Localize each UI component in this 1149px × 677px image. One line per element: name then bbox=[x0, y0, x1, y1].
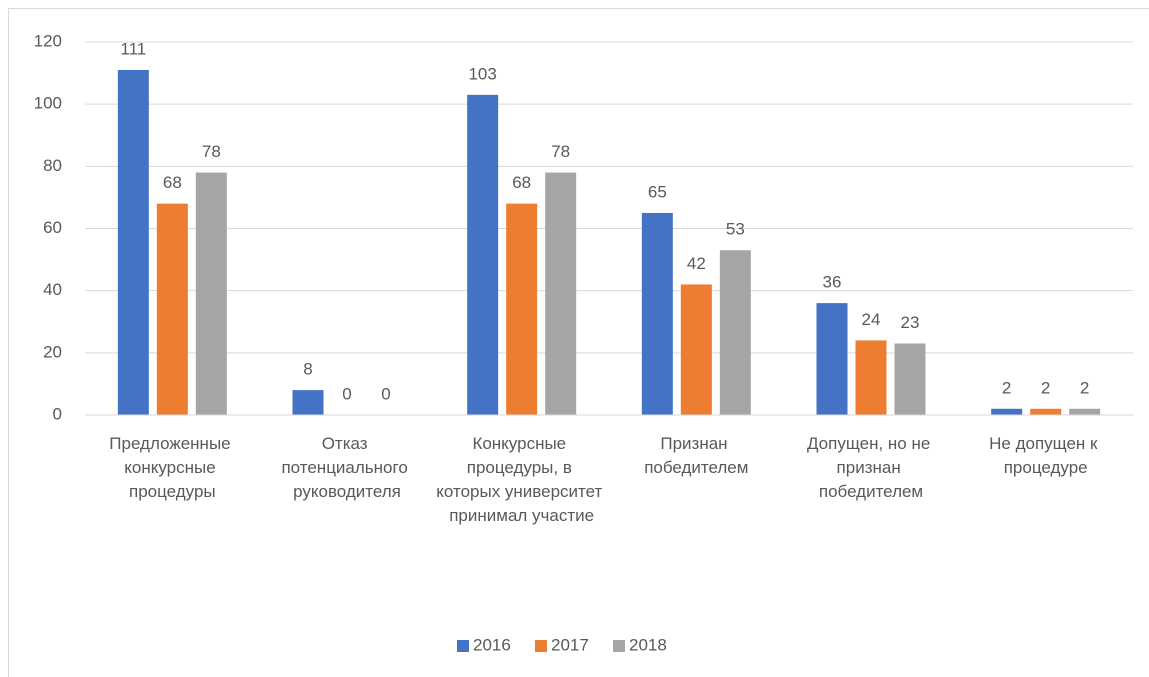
value-label: 0 bbox=[342, 384, 351, 403]
bar bbox=[467, 94, 499, 415]
bar bbox=[545, 172, 577, 415]
x-tick-label: Отказ потенциального руководителя bbox=[281, 434, 412, 501]
legend-swatch bbox=[613, 640, 625, 652]
value-label: 65 bbox=[648, 182, 667, 201]
legend-label: 2017 bbox=[551, 635, 589, 654]
bar bbox=[816, 303, 848, 415]
x-tick-label: Признан победителем bbox=[644, 434, 748, 477]
bar bbox=[1069, 408, 1101, 415]
value-label: 2 bbox=[1002, 378, 1011, 397]
value-label: 0 bbox=[381, 384, 390, 403]
y-tick-label: 60 bbox=[43, 218, 62, 237]
chart-frame bbox=[8, 8, 1149, 677]
value-label: 78 bbox=[202, 142, 221, 161]
bar bbox=[292, 390, 324, 415]
bar bbox=[680, 284, 712, 415]
bar bbox=[991, 408, 1023, 415]
bar bbox=[641, 212, 673, 415]
value-label: 53 bbox=[726, 220, 745, 239]
bar bbox=[195, 172, 227, 415]
x-tick-label: Предложенные конкурсные процедуры bbox=[109, 434, 235, 501]
bar bbox=[1030, 408, 1062, 415]
value-label: 8 bbox=[303, 360, 312, 379]
legend-label: 2016 bbox=[473, 635, 511, 654]
value-label: 2 bbox=[1041, 378, 1050, 397]
bar bbox=[719, 250, 751, 415]
value-label: 103 bbox=[468, 64, 496, 83]
value-label: 78 bbox=[551, 142, 570, 161]
value-label: 68 bbox=[163, 173, 182, 192]
y-tick-label: 20 bbox=[43, 342, 62, 361]
legend-label: 2018 bbox=[629, 635, 667, 654]
value-label: 2 bbox=[1080, 378, 1089, 397]
x-tick-label: Не допущен к процедуре bbox=[989, 434, 1102, 477]
legend-swatch bbox=[535, 640, 547, 652]
bar bbox=[894, 343, 926, 415]
y-tick-label: 80 bbox=[43, 156, 62, 175]
bar bbox=[506, 203, 538, 415]
y-tick-label: 120 bbox=[34, 31, 62, 50]
y-tick-label: 0 bbox=[53, 404, 62, 423]
value-label: 111 bbox=[120, 39, 146, 58]
value-label: 42 bbox=[687, 254, 706, 273]
bar bbox=[855, 340, 887, 415]
value-label: 68 bbox=[512, 173, 531, 192]
value-label: 36 bbox=[823, 273, 842, 292]
legend-swatch bbox=[457, 640, 469, 652]
value-label: 23 bbox=[901, 313, 920, 332]
x-tick-label: Конкурсные процедуры, в которых универси… bbox=[436, 434, 607, 525]
y-tick-label: 40 bbox=[43, 280, 62, 299]
y-tick-label: 100 bbox=[34, 94, 62, 113]
bar bbox=[117, 69, 149, 415]
bar bbox=[156, 203, 188, 415]
x-tick-label: Допущен, но не признан победителем bbox=[807, 434, 935, 501]
value-label: 24 bbox=[862, 310, 881, 329]
